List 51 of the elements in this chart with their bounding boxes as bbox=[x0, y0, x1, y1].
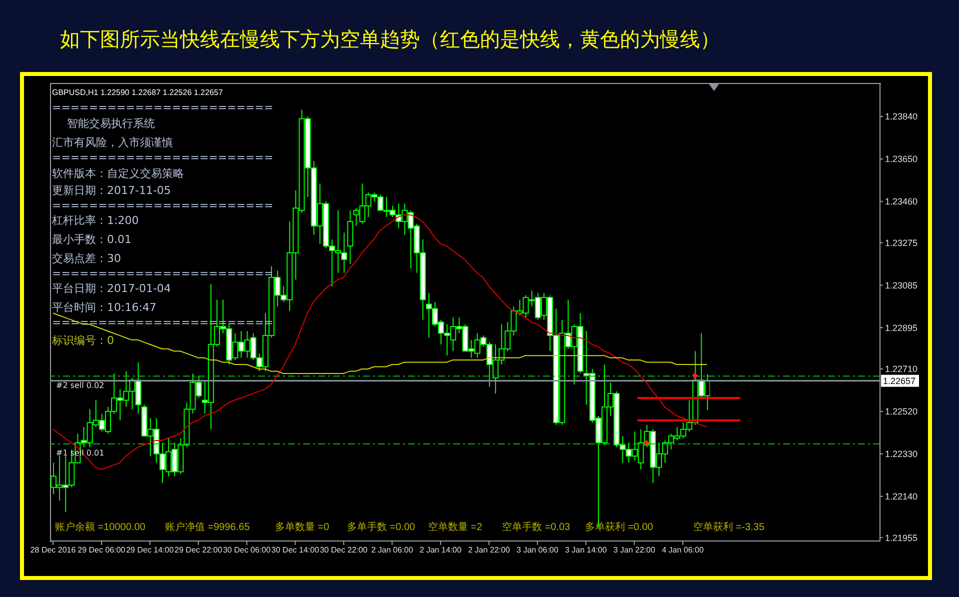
line-series bbox=[52, 312, 708, 374]
x-tick-label: 2 Jan 14:00 bbox=[420, 546, 462, 555]
y-tick-label: 1.23840 bbox=[885, 112, 918, 122]
x-tick-label: 3 Jan 22:00 bbox=[613, 546, 656, 555]
annotation: 智能交易执行系统 bbox=[67, 117, 155, 131]
x-tick-label: 2 Jan 06:00 bbox=[371, 546, 414, 555]
chart-title: 如下图所示当快线在慢线下方为空单趋势（红色的是快线，黄色的为慢线） bbox=[60, 26, 720, 53]
x-tick-label: 29 Dec 14:00 bbox=[126, 546, 174, 555]
annotation: 最小手数：0.01 bbox=[52, 233, 132, 247]
x-tick-label: 2 Jan 22:00 bbox=[468, 546, 510, 555]
annotation: 空单数量 =2 bbox=[428, 521, 482, 535]
y-tick-label: 1.22140 bbox=[885, 492, 918, 502]
annotation: 杠杆比率：1:200 bbox=[52, 214, 139, 228]
x-tick-label: 30 Dec 14:00 bbox=[271, 546, 320, 555]
y-tick-label: 1.23085 bbox=[885, 280, 918, 290]
annotation: 多单获利 =0.00 bbox=[585, 521, 654, 535]
annotation: 账户余额 =10000.00 bbox=[55, 521, 146, 535]
x-tick-label: 30 Dec 22:00 bbox=[320, 546, 368, 555]
annotation: GBPUSD,H1 1.22590 1.22687 1.22526 1.22657 bbox=[52, 87, 223, 99]
x-tick-label: 29 Dec 06:00 bbox=[78, 546, 126, 555]
annotation: 标识编号：0 bbox=[52, 334, 114, 348]
annotation: 交易点差：30 bbox=[52, 252, 121, 266]
y-tick-label: 1.21955 bbox=[885, 532, 918, 543]
x-tick-label: 4 Jan 06:00 bbox=[662, 546, 704, 555]
annotation: 汇市有风险，入市须谨慎 bbox=[52, 136, 173, 150]
x-tick-label: 29 Dec 22:00 bbox=[174, 546, 223, 555]
annotation: 账户净值 =9996.65 bbox=[165, 521, 250, 535]
y-tick-label: 1.23650 bbox=[885, 154, 918, 164]
y-tick-label: 1.23460 bbox=[885, 196, 918, 207]
annotation: 多单数量 =0 bbox=[275, 521, 330, 535]
ref-line-label: #2 sell 0.02 bbox=[56, 380, 104, 390]
x-tick-label: 3 Jan 14:00 bbox=[564, 546, 608, 555]
annotation: 平台日期：2017-01-04 bbox=[52, 282, 171, 296]
y-tick-label: 1.23275 bbox=[885, 238, 918, 248]
y-tick-label: 1.22710 bbox=[885, 364, 918, 374]
annotation: 空单获利 =-3.35 bbox=[693, 521, 764, 535]
annotation: 软件版本：自定义交易策略 bbox=[52, 167, 184, 181]
y-tick-label: 1.22895 bbox=[885, 322, 918, 333]
y-tick-label: 1.22330 bbox=[885, 449, 918, 460]
y-tick-label: 1.22520 bbox=[885, 406, 918, 417]
annotation: ======================== bbox=[52, 101, 274, 115]
x-tick-label: 28 Dec 2016 bbox=[30, 546, 76, 555]
annotation: 空单手数 =0.03 bbox=[502, 521, 570, 535]
x-tick-label: 3 Jan 06:00 bbox=[516, 546, 559, 555]
annotation: ======================== bbox=[52, 199, 274, 213]
x-tick-label: 30 Dec 06:00 bbox=[222, 546, 272, 555]
ref-line-label: 1.22657 bbox=[883, 376, 916, 386]
annotation: 平台时间：10:16:47 bbox=[52, 301, 156, 315]
annotation: 多单手数 =0.00 bbox=[347, 521, 416, 535]
annotation: ======================== bbox=[52, 151, 274, 165]
annotation: 更新日期：2017-11-05 bbox=[52, 184, 171, 198]
